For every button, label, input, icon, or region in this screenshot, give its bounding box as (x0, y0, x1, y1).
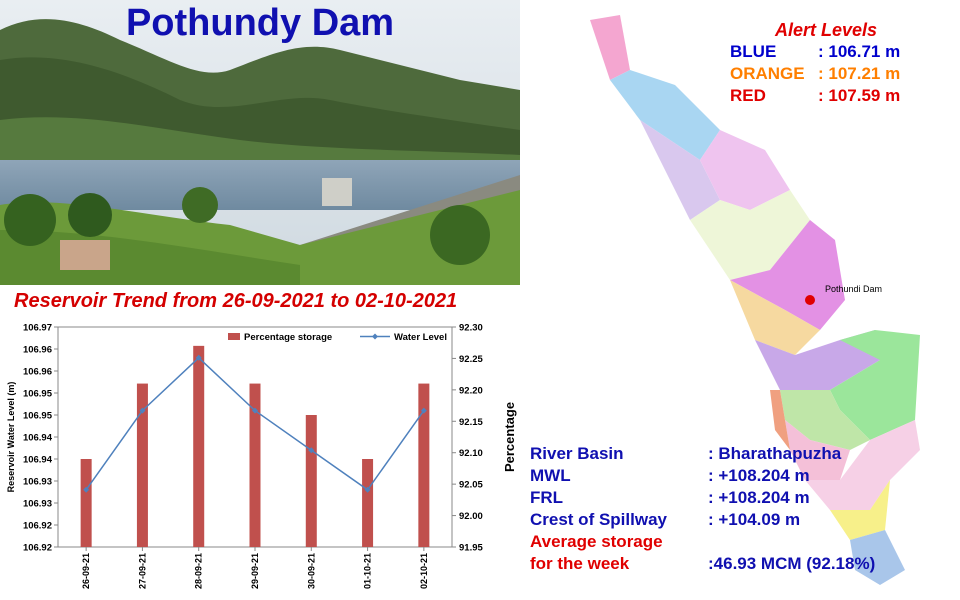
x-tick-label: 02-10-21 (419, 553, 429, 589)
info-row-storage-week: for the week:46.93 MCM (92.18%) (530, 554, 876, 573)
info-row-crest: Crest of Spillway: +104.09 m (530, 510, 801, 529)
y-right-tick-label: 91.95 (459, 543, 483, 554)
alert-value: : 107.21 m (818, 64, 901, 83)
map-dam-label: Pothundi Dam (825, 284, 882, 294)
alert-row-red: RED : 107.59 m (730, 86, 900, 106)
x-tick-label: 27-09-21 (137, 553, 147, 589)
y-left-tick-label: 106.95 (23, 411, 53, 422)
point-water-level (195, 354, 202, 361)
bar-percentage-storage (249, 383, 261, 547)
y-right-tick-label: 92.25 (459, 354, 483, 365)
alert-name: ORANGE (730, 64, 805, 83)
y-left-tick-label: 106.94 (23, 455, 53, 466)
alert-levels-title: Alert Levels (775, 20, 878, 40)
x-tick-label: 30-09-21 (306, 553, 316, 589)
x-tick-label: 01-10-21 (363, 553, 373, 589)
info-row-mwl: MWL: +108.204 m (530, 466, 810, 485)
legend-label-percentage-storage: Percentage storage (244, 332, 332, 343)
y-left-tick-label: 106.94 (23, 433, 53, 444)
y-right-axis-label: Percentage (502, 402, 517, 472)
y-left-tick-label: 106.92 (23, 521, 52, 532)
point-water-level (420, 407, 427, 414)
dam-info: River Basin: Bharathapuzha MWL: +108.204… (530, 443, 875, 575)
info-row-storage-label: Average storage (530, 532, 663, 551)
alert-name: BLUE (730, 42, 777, 61)
point-water-level (364, 486, 371, 493)
alert-row-orange: ORANGE : 107.21 m (730, 64, 900, 84)
y-right-tick-label: 92.30 (459, 323, 483, 334)
bar-percentage-storage (362, 459, 374, 547)
x-tick-label: 28-09-21 (194, 553, 204, 589)
page-title: Pothundy Dam (125, 2, 395, 44)
y-right-tick-label: 92.00 (459, 511, 483, 522)
point-water-level (83, 486, 90, 493)
y-left-tick-label: 106.95 (23, 389, 53, 400)
pothundi-dam-marker (805, 295, 815, 305)
point-water-level (308, 447, 315, 454)
alert-row-blue: BLUE : 106.71 m (730, 42, 900, 62)
bar-percentage-storage (305, 415, 317, 547)
legend-label-water-level: Water Level (394, 332, 447, 343)
x-tick-label: 29-09-21 (250, 553, 260, 589)
y-left-tick-label: 106.96 (23, 367, 52, 378)
legend-marker-water-level (372, 333, 378, 340)
y-right-tick-label: 92.05 (459, 480, 483, 491)
y-left-tick-label: 106.93 (23, 499, 52, 510)
alert-name: RED (730, 86, 766, 105)
y-right-tick-label: 92.10 (459, 448, 483, 459)
reservoir-chart: 106.92 106.92 106.93 106.93 106.94 106.94 106.… (6, 323, 517, 590)
legend-swatch-percentage-storage (228, 333, 240, 340)
y-right-tick-label: 92.20 (459, 385, 483, 396)
point-water-level (139, 407, 146, 414)
dam-photo (0, 0, 520, 285)
point-water-level (252, 407, 258, 414)
y-left-tick-label: 106.96 (23, 345, 52, 356)
bar-percentage-storage (418, 383, 430, 547)
y-left-axis-label: Reservoir Water Level (m) (6, 382, 16, 493)
alert-value: : 106.71 m (818, 42, 901, 61)
x-tick-label: 26-09-21 (81, 553, 91, 589)
bar-percentage-storage (136, 383, 148, 547)
info-row-frl: FRL: +108.204 m (530, 488, 810, 507)
alert-value: : 107.59 m (818, 86, 901, 105)
y-right-tick-label: 92.15 (459, 417, 483, 428)
y-left-tick-label: 106.97 (23, 323, 52, 334)
y-left-tick-label: 106.92 (23, 543, 52, 554)
bar-percentage-storage (193, 345, 205, 547)
kerala-district-map: Pothundi Dam (590, 15, 920, 585)
trend-title: Reservoir Trend from 26-09-2021 to 02-10… (14, 290, 458, 312)
info-row-river-basin: River Basin: Bharathapuzha (530, 444, 842, 463)
y-left-tick-label: 106.93 (23, 477, 52, 488)
bar-percentage-storage (80, 459, 92, 547)
